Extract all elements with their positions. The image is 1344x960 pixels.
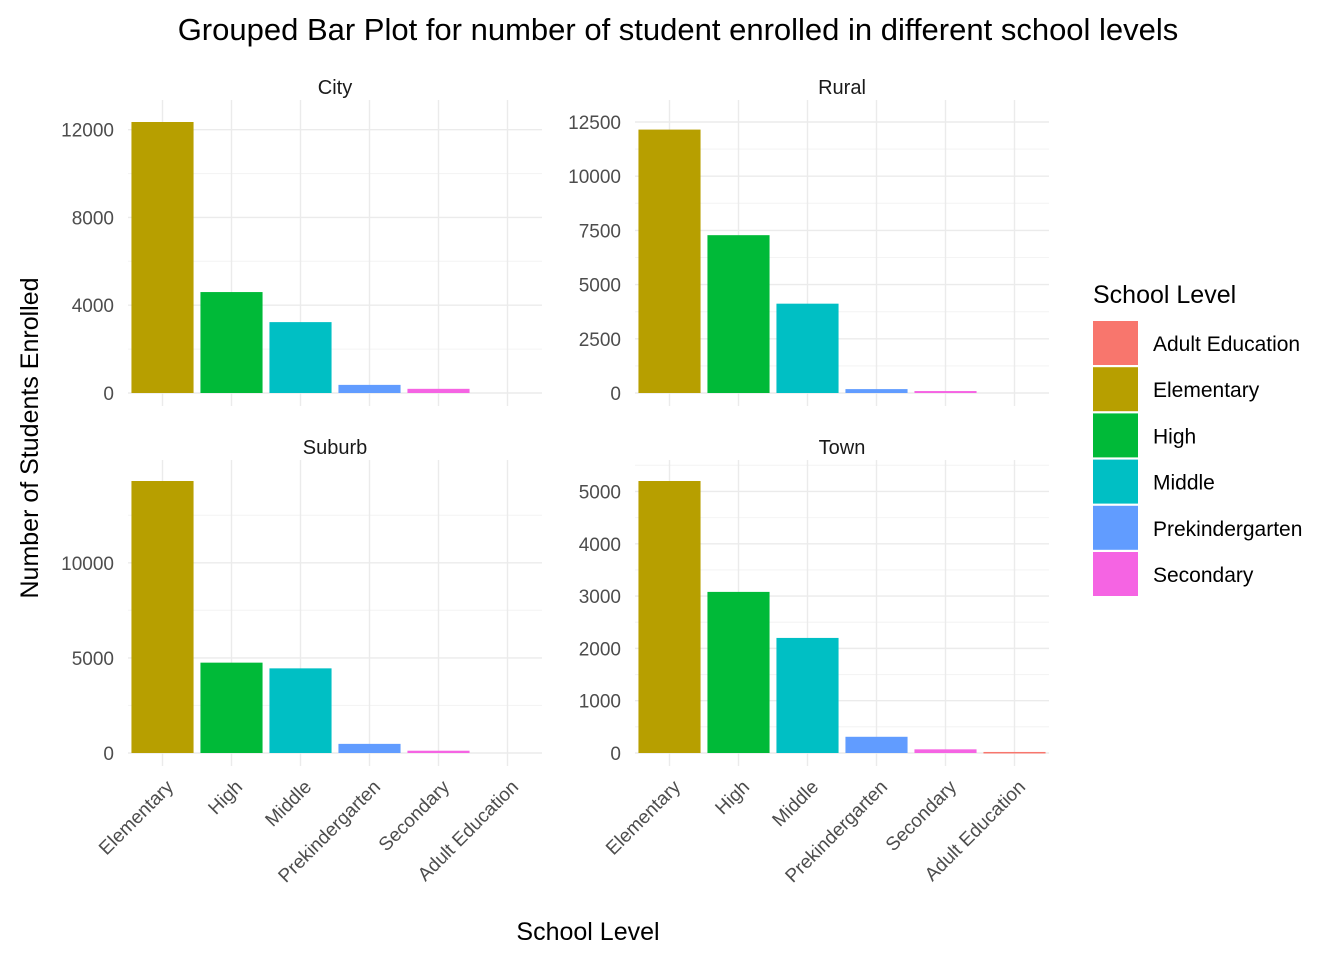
legend-label: High <box>1153 425 1196 448</box>
y-tick-label: 10000 <box>61 554 114 575</box>
facet-strip-label: Town <box>819 437 866 459</box>
bar-town-prekindergarten <box>845 736 908 753</box>
y-tick-label: 4000 <box>72 296 114 317</box>
bar-city-prekindergarten <box>338 384 401 393</box>
legend-label: Elementary <box>1153 379 1260 402</box>
x-tick-label: High <box>712 777 754 819</box>
panel-city: 0 4000 8000 12000 City <box>61 77 542 406</box>
x-tick-label: Elementary <box>602 776 685 859</box>
y-axis-title: Number of Students Enrolled <box>16 277 44 598</box>
y-tick-label: 5000 <box>72 649 114 670</box>
y-tick-label: 10000 <box>568 167 621 188</box>
y-tick-label: 0 <box>610 384 621 405</box>
legend-label: Prekindergarten <box>1153 518 1302 541</box>
bar-town-secondary <box>914 749 977 753</box>
y-tick-label: 5000 <box>579 276 621 297</box>
bar-rural-high <box>707 235 770 393</box>
bar-suburb-prekindergarten <box>338 743 401 753</box>
bar-suburb-secondary <box>407 750 470 753</box>
legend-item-high: High <box>1093 413 1196 458</box>
legend: School Level Adult Education Elementary Hi… <box>1093 281 1302 596</box>
bar-city-elementary <box>131 122 194 393</box>
bar-rural-middle <box>776 303 839 393</box>
y-tick-label: 2000 <box>579 639 621 660</box>
legend-swatch <box>1093 505 1138 550</box>
panel-town: 0 1000 2000 3000 4000 5000 Town Elementary High M… <box>579 437 1049 887</box>
facet-strip-label: City <box>318 77 352 99</box>
y-tick-label: 0 <box>103 384 114 405</box>
legend-swatch <box>1093 552 1138 596</box>
y-tick-label: 4000 <box>579 535 621 556</box>
bar-town-middle <box>776 637 839 753</box>
bar-city-high <box>200 292 263 393</box>
panel-rural: 0 2500 5000 7500 10000 12500 Rural <box>568 77 1049 406</box>
y-tick-label: 7500 <box>579 221 621 242</box>
legend-title: School Level <box>1093 281 1236 309</box>
legend-item-secondary: Secondary <box>1093 552 1254 596</box>
bar-suburb-middle <box>269 668 332 753</box>
y-tick-label: 12000 <box>61 121 114 142</box>
bar-town-adult-education <box>983 751 1046 754</box>
facet-strip-label: Rural <box>818 77 866 99</box>
y-tick-label: 2500 <box>579 330 621 351</box>
y-tick-label: 3000 <box>579 587 621 608</box>
legend-swatch <box>1093 367 1138 412</box>
facet-strip-label: Suburb <box>303 437 368 459</box>
y-tick-label: 0 <box>610 744 621 765</box>
x-tick-label: Middle <box>262 777 316 831</box>
legend-item-middle: Middle <box>1093 459 1215 504</box>
y-tick-label: 1000 <box>579 692 621 713</box>
legend-label: Adult Education <box>1153 333 1300 356</box>
legend-item-prekindergarten: Prekindergarten <box>1093 505 1302 550</box>
y-tick-label: 0 <box>103 744 114 765</box>
x-tick-label: Middle <box>769 777 823 831</box>
bar-town-elementary <box>638 481 701 753</box>
facet-panels: 04000800012000City0250050007500100001250… <box>61 77 1049 887</box>
x-axis-title: School Level <box>516 918 659 946</box>
y-tick-label: 5000 <box>579 482 621 503</box>
bar-suburb-high <box>200 662 263 753</box>
bar-city-middle <box>269 322 332 393</box>
x-tick-label: Elementary <box>95 776 178 859</box>
bar-rural-elementary <box>638 129 701 393</box>
legend-swatch <box>1093 459 1138 504</box>
bar-town-high <box>707 591 770 753</box>
y-tick-label: 12500 <box>568 113 621 134</box>
legend-label: Secondary <box>1153 564 1254 587</box>
bar-rural-secondary <box>914 391 977 393</box>
bar-rural-prekindergarten <box>845 389 908 393</box>
legend-item-elementary: Elementary <box>1093 367 1260 412</box>
bar-city-secondary <box>407 388 470 393</box>
legend-label: Middle <box>1153 472 1215 495</box>
bar-suburb-elementary <box>131 481 194 753</box>
legend-swatch <box>1093 321 1138 365</box>
legend-item-adult-education: Adult Education <box>1093 321 1300 365</box>
legend-swatch <box>1093 413 1138 458</box>
y-tick-label: 8000 <box>72 208 114 229</box>
x-tick-label: High <box>205 777 247 819</box>
chart-title: Grouped Bar Plot for number of student e… <box>178 12 1179 47</box>
